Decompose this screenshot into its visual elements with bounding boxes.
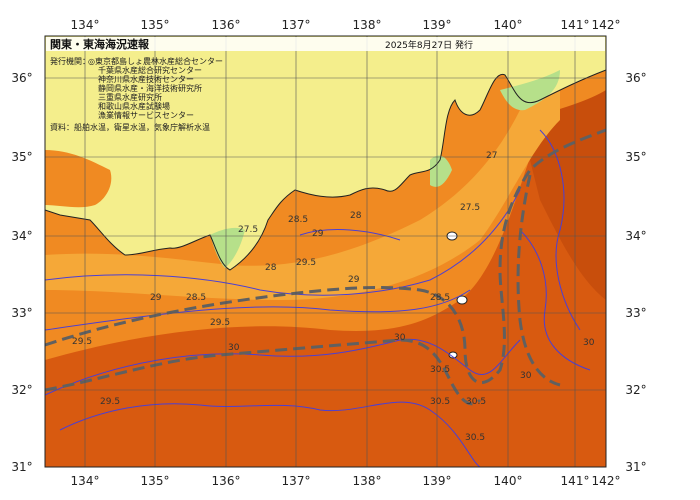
lon-tick-top: 135° [141, 18, 170, 32]
warm-water-south [45, 100, 606, 467]
lat-tick-left: 36° [11, 71, 32, 85]
isotherm-label: 28 [350, 211, 362, 221]
lon-tick-top: 137° [282, 18, 311, 32]
lon-tick-bottom: 138° [353, 474, 382, 488]
lon-ticks-top: 134° 135° 136° 137° 138° 139° 140° 141° 142° [71, 18, 621, 32]
lon-tick-top: 141° [561, 18, 590, 32]
lon-tick-bottom: 140° [494, 474, 523, 488]
lat-ticks-right: 36° 35° 34° 33° 32° 31° [625, 71, 646, 474]
land-west [45, 150, 112, 208]
lon-tick-bottom: 137° [282, 474, 311, 488]
isotherm-label: 28.5 [288, 215, 308, 225]
issuer-item: 三重県水産研究所 [98, 92, 162, 102]
issue-date: 2025年8月27日 発行 [385, 39, 473, 51]
kuroshio-axis [44, 128, 607, 406]
map-frame [44, 35, 607, 468]
isotherm-label: 28.5 [186, 293, 206, 303]
isotherm-label: 28.5 [430, 293, 450, 303]
land-green-patch-2 [430, 155, 452, 187]
isotherm-label: 29.5 [72, 337, 92, 347]
isotherm-label: 29 [312, 229, 324, 239]
lat-tick-right: 31° [625, 460, 646, 474]
lat-lon-grid [45, 36, 606, 467]
land-green-patch-3 [500, 70, 560, 111]
issuer-item: 千葉県水産総合研究センター [98, 65, 202, 75]
isotherm-label: 30 [520, 371, 532, 381]
lon-ticks-bottom: 134° 135° 136° 137° 138° 139° 140° 141° 142° [71, 474, 621, 488]
isotherm-label: 30 [583, 338, 595, 348]
lat-tick-left: 31° [11, 460, 32, 474]
lat-ticks-left: 36° 35° 34° 33° 32° 31° [11, 71, 32, 474]
lon-tick-top: 140° [494, 18, 523, 32]
isotherm-label: 29.5 [296, 258, 316, 268]
coastline [44, 69, 607, 271]
land-honshu [45, 36, 606, 270]
isotherm-label: 30.5 [466, 397, 486, 407]
issuer-item: 和歌山県水産試験場 [98, 101, 170, 111]
isotherm-label: 29 [348, 275, 360, 285]
lon-tick-top: 134° [71, 18, 100, 32]
isotherm-label: 29 [150, 293, 162, 303]
lat-tick-right: 35° [625, 150, 646, 164]
isotherm-label: 30.5 [430, 397, 450, 407]
isotherm-label: 30.5 [465, 433, 485, 443]
lat-tick-left: 34° [11, 229, 32, 243]
isotherm-label: 29.5 [210, 318, 230, 328]
map-title: 関東・東海海況速報 [50, 37, 150, 51]
lon-tick-top: 142° [592, 18, 621, 32]
lon-tick-bottom: 134° [71, 474, 100, 488]
lat-tick-right: 33° [625, 306, 646, 320]
issuer-label: 発行機関： [50, 56, 90, 66]
lat-tick-right: 32° [625, 383, 646, 397]
lon-tick-top: 136° [212, 18, 241, 32]
isotherm-label: 27 [486, 151, 497, 161]
isotherm-label: 30.5 [430, 365, 450, 375]
data-source: 資料：船舶水温，衛星水温，気象庁解析水温 [50, 122, 210, 132]
isotherm-label: 27.5 [460, 203, 480, 213]
lon-tick-bottom: 135° [141, 474, 170, 488]
issuer-item: ◎東京都島しょ農林水産総合センター [88, 56, 223, 66]
lat-tick-left: 35° [11, 150, 32, 164]
isotherm-label: 27.5 [238, 225, 258, 235]
lon-tick-top: 139° [423, 18, 452, 32]
issuer-item: 静岡県水産・海洋技術研究所 [98, 83, 202, 93]
isotherm-labels: 27.5 28 28.5 29 29.5 30 30.5 27 28.5 29 29.5 30 30.5… [72, 151, 595, 443]
lon-tick-bottom: 142° [592, 474, 621, 488]
lat-tick-right: 34° [625, 229, 646, 243]
lon-tick-bottom: 139° [423, 474, 452, 488]
issuer-list: ◎東京都島しょ農林水産総合センター千葉県水産総合研究センター神奈川県水産技術セン… [88, 56, 223, 120]
isotherm-label: 28 [265, 263, 277, 273]
island-miyake [456, 295, 468, 305]
isotherm-contours [44, 129, 591, 468]
issuer-item: 漁業情報サービスセンター [98, 110, 194, 120]
lon-tick-bottom: 141° [561, 474, 590, 488]
isotherm-label: 30 [394, 333, 406, 343]
cool-water-coast [45, 90, 560, 300]
isotherm-label: 29.5 [100, 397, 120, 407]
lon-tick-top: 138° [353, 18, 382, 32]
header-box [46, 37, 605, 51]
island-hachijo [448, 351, 458, 359]
isotherm-label: 30 [228, 343, 240, 353]
lat-tick-right: 36° [625, 71, 646, 85]
lon-tick-bottom: 136° [212, 474, 241, 488]
lat-tick-left: 33° [11, 306, 32, 320]
warm-water-east [520, 90, 606, 300]
issuer-item: 神奈川県水産技術センター [98, 74, 194, 84]
land-green-patch [210, 227, 245, 268]
lat-tick-left: 32° [11, 383, 32, 397]
